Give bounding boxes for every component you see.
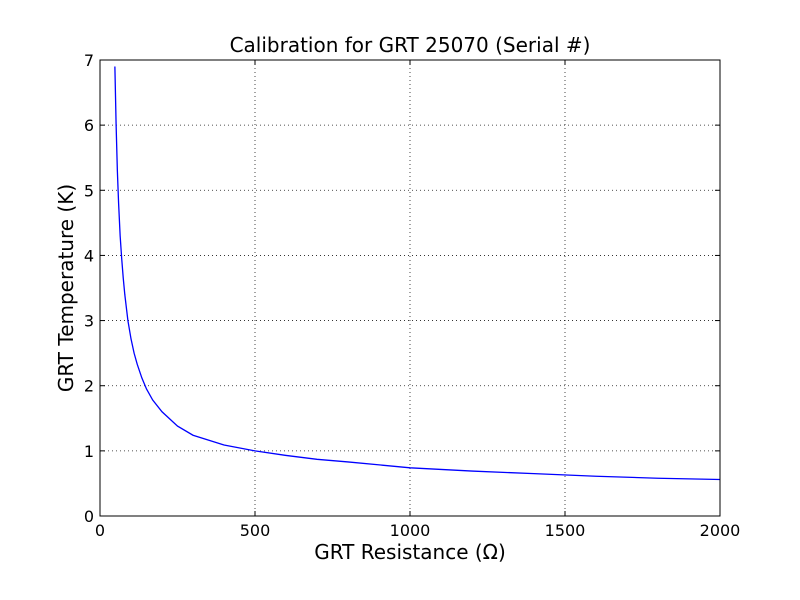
x-tick-label: 1000 — [390, 521, 431, 540]
ticks — [99, 59, 721, 517]
x-tick-label: 0 — [95, 521, 105, 540]
x-tick-label: 500 — [240, 521, 271, 540]
x-axis-label: GRT Resistance (Ω) — [314, 540, 506, 564]
chart-title: Calibration for GRT 25070 (Serial #) — [230, 33, 591, 57]
y-tick-label: 7 — [84, 51, 94, 70]
y-axis-label: GRT Temperature (K) — [54, 184, 78, 392]
y-tick-label: 1 — [84, 442, 94, 461]
series-line — [114, 66, 721, 481]
y-tick-label: 3 — [84, 312, 94, 331]
y-tick-label: 6 — [84, 116, 94, 135]
y-tick-label: 0 — [84, 507, 94, 526]
x-tick-label: 1500 — [545, 521, 586, 540]
tick-labels: 0 500 1000 1500 2000 0 1 2 3 4 5 6 7 — [84, 51, 741, 540]
series-layer — [114, 66, 721, 481]
y-tick-label: 4 — [84, 246, 94, 265]
y-tick-label: 2 — [84, 377, 94, 396]
grid — [100, 60, 720, 516]
x-tick-label: 2000 — [700, 521, 741, 540]
y-tick-label: 5 — [84, 181, 94, 200]
